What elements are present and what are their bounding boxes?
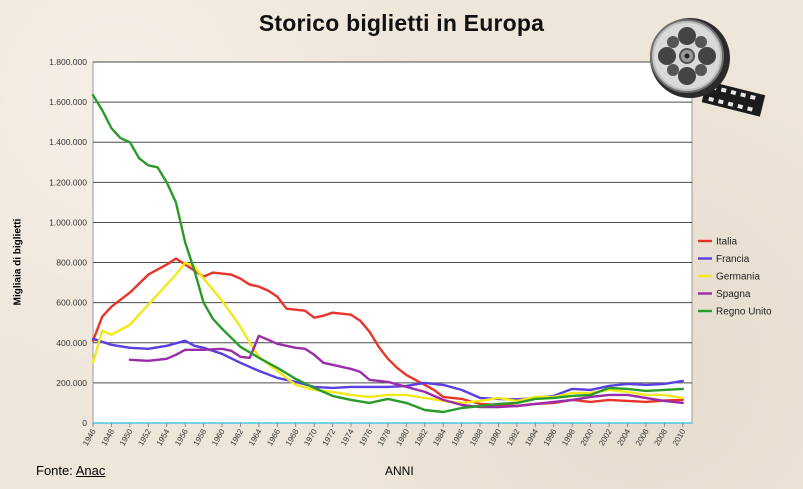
- y-axis-tick-labels: 0 200.000 400.000 600.000 800.000 1.000.000 1.…: [49, 57, 87, 428]
- x-tick-label: 1992: [505, 427, 522, 447]
- x-tick-label: 1948: [99, 427, 116, 447]
- x-tick-label: 2008: [652, 427, 669, 447]
- legend-label: Regno Unito: [716, 307, 772, 318]
- legend: Italia Francia Germania Spagna Regno Unito: [698, 237, 772, 318]
- legend-label: Francia: [716, 254, 750, 265]
- x-tick-label: 2004: [616, 427, 633, 447]
- series-line-francia: [91, 337, 684, 401]
- x-tick-label: 2006: [634, 427, 651, 447]
- x-tick-label: 1980: [394, 427, 411, 447]
- page-title: Storico biglietti in Europa: [258, 10, 545, 36]
- y-axis-title: Migliaia di biglietti: [12, 218, 24, 306]
- series-line-regno-unito: [91, 93, 684, 414]
- y-tick-label: 1.200.000: [49, 177, 87, 187]
- x-axis-tick-labels: 1946 1948 1950 1952 1954 1956 1958 1960 1962 1964…: [81, 423, 688, 447]
- legend-label: Italia: [716, 237, 738, 248]
- y-tick-label: 0: [82, 418, 87, 428]
- x-tick-label: 2000: [579, 427, 596, 447]
- x-tick-label: 1974: [339, 427, 356, 447]
- x-tick-label: 1956: [173, 427, 190, 447]
- y-tick-label: 600.000: [56, 298, 87, 308]
- x-axis-title: ANNI: [385, 464, 414, 478]
- x-tick-label: 1946: [81, 427, 98, 447]
- x-tick-label: 1952: [136, 427, 153, 447]
- x-tick-label: 1996: [542, 427, 559, 447]
- x-tick-label: 1970: [302, 427, 319, 447]
- y-tick-label: 1.000.000: [49, 217, 87, 227]
- x-tick-label: 1988: [468, 427, 485, 447]
- x-tick-label: 1978: [376, 427, 393, 447]
- y-tick-label: 1.800.000: [49, 57, 87, 67]
- x-tick-label: 1994: [523, 427, 540, 447]
- y-tick-label: 800.000: [56, 258, 87, 268]
- x-tick-label: 1966: [265, 427, 282, 447]
- source-link[interactable]: Anac: [75, 463, 106, 478]
- x-tick-label: 1950: [118, 427, 135, 447]
- x-tick-label: 1986: [450, 427, 467, 447]
- plot-background: [92, 61, 693, 424]
- x-tick-label: 1998: [560, 427, 577, 447]
- x-tick-label: 1960: [210, 427, 227, 447]
- source-label: Fonte:: [36, 463, 73, 478]
- x-tick-label: 1962: [228, 427, 245, 447]
- y-tick-label: 400.000: [56, 338, 87, 348]
- gridlines: [93, 61, 692, 424]
- series-lines: [91, 93, 684, 414]
- x-tick-label: 1976: [358, 427, 375, 447]
- x-tick-label: 1984: [431, 427, 448, 447]
- x-tick-label: 2002: [597, 427, 614, 447]
- series-line-germania: [91, 261, 684, 405]
- x-tick-label: 1968: [284, 427, 301, 447]
- x-tick-label: 1972: [321, 427, 338, 447]
- plot-area: [92, 61, 693, 424]
- y-tick-label: 1.600.000: [49, 97, 87, 107]
- x-tick-label: 1958: [192, 427, 209, 447]
- legend-label: Spagna: [716, 289, 751, 300]
- x-tick-label: 1990: [487, 427, 504, 447]
- source-note: Fonte: Anac: [36, 463, 105, 478]
- series-line-spagna: [128, 334, 684, 409]
- y-tick-label: 200.000: [56, 378, 87, 388]
- x-tick-label: 2010: [671, 427, 688, 447]
- legend-label: Germania: [716, 272, 760, 283]
- x-tick-label: 1954: [155, 427, 172, 447]
- x-tick-label: 1964: [247, 427, 264, 447]
- y-tick-label: 1.400.000: [49, 137, 87, 147]
- film-reel-icon: [650, 18, 766, 117]
- x-tick-label: 1982: [413, 427, 430, 447]
